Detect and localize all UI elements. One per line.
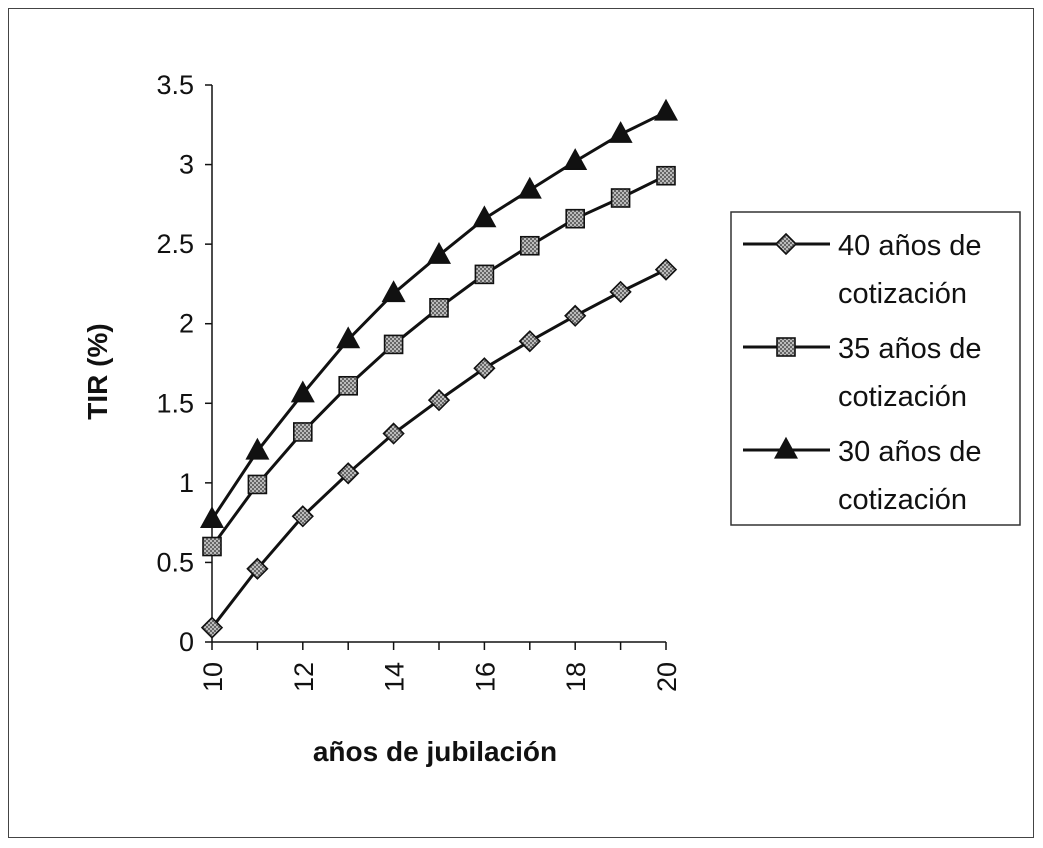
legend-item: 30 años de cotización	[743, 436, 982, 516]
x-tick-label: 18	[561, 662, 591, 692]
data-point	[564, 304, 587, 327]
legend-item: 40 años de cotización	[743, 230, 982, 310]
data-point	[474, 264, 495, 285]
data-point	[610, 188, 631, 208]
data-point	[654, 258, 678, 281]
x-tick-label: 20	[652, 662, 682, 692]
data-point	[472, 205, 497, 228]
y-tick-label: 3.5	[156, 70, 194, 100]
series-line	[210, 268, 667, 629]
data-point	[429, 297, 449, 318]
data-point	[609, 280, 632, 304]
y-tick-label: 2	[179, 309, 194, 339]
series-line	[210, 174, 667, 548]
data-point	[565, 208, 586, 229]
legend-label: 35 años de	[838, 333, 982, 365]
x-tick-label: 12	[289, 662, 319, 692]
legend-label: cotización	[838, 278, 967, 310]
legend-box	[730, 211, 1021, 526]
legend: 40 años de cotización 35 años de cotización…	[730, 211, 1021, 526]
y-tick-label: 2.5	[156, 229, 194, 259]
data-point	[426, 242, 452, 264]
data-point	[563, 148, 588, 170]
data-point	[427, 388, 451, 412]
data-point	[518, 330, 541, 353]
data-point	[291, 505, 314, 528]
y-tick-label: 0	[179, 627, 194, 657]
data-point	[517, 176, 542, 199]
legend-item: 35 años de cotización	[743, 333, 982, 413]
data-point	[653, 98, 679, 121]
data-point	[382, 422, 405, 445]
data-point	[290, 380, 315, 403]
data-point	[608, 121, 633, 143]
data-point	[245, 437, 270, 460]
data-point	[202, 536, 222, 557]
data-point	[336, 326, 361, 349]
y-tick-label: 1	[179, 468, 194, 498]
legend-label: 30 años de	[838, 436, 982, 468]
data-point	[338, 375, 359, 396]
x-axis-title: años de jubilación	[313, 736, 557, 767]
series-3	[199, 98, 679, 529]
data-point	[656, 165, 676, 186]
series-1	[200, 258, 678, 639]
data-point	[381, 280, 406, 303]
plot-area: 0 0.5 1 1.5 2 2.5 3 3.5 10 12 14 16 18 20 TIR (%) años …	[82, 70, 682, 767]
y-tick-label: 0.5	[156, 547, 194, 577]
data-point	[200, 616, 224, 639]
series-2	[202, 165, 676, 557]
y-tick-label: 1.5	[156, 388, 194, 418]
y-axis-title: TIR (%)	[82, 323, 113, 419]
data-point	[519, 235, 540, 256]
data-point	[246, 557, 269, 580]
y-tick-label: 3	[179, 150, 194, 180]
legend-label: cotización	[838, 381, 967, 413]
data-point	[292, 422, 313, 442]
x-tick-label: 14	[380, 662, 410, 692]
legend-label: cotización	[838, 484, 967, 516]
legend-marker	[776, 337, 796, 357]
legend-marker	[773, 436, 799, 459]
legend-marker	[774, 232, 798, 256]
data-point	[199, 506, 225, 529]
data-point	[383, 334, 404, 355]
data-point	[473, 357, 496, 380]
data-point	[337, 462, 360, 485]
x-tick-label: 10	[198, 662, 228, 692]
legend-label: 40 años de	[838, 230, 982, 262]
x-tick-label: 16	[470, 662, 500, 692]
data-point	[247, 474, 268, 495]
